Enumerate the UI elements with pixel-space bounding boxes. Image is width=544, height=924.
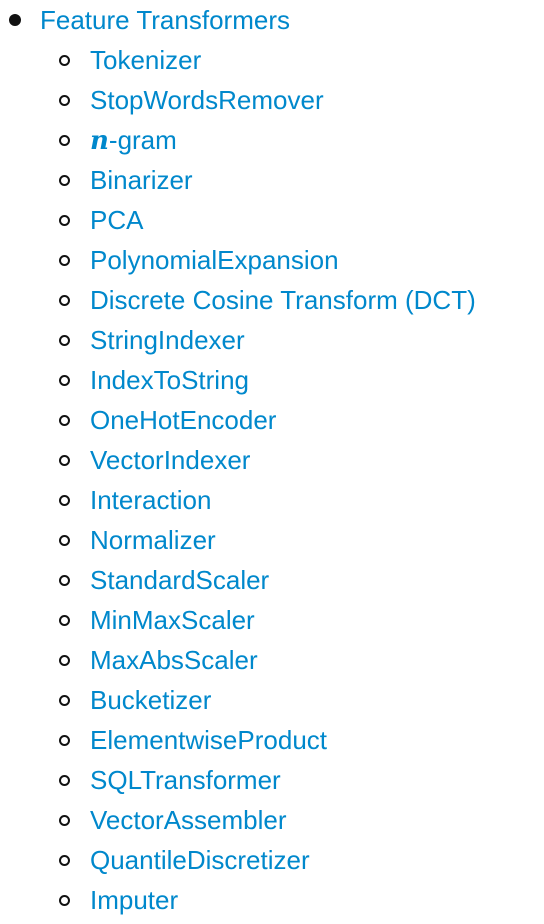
minmaxscaler-link[interactable]: MinMaxScaler xyxy=(90,605,255,635)
toc-subitem-polynomialexpansion: PolynomialExpansion xyxy=(0,240,544,280)
circle-bullet-icon xyxy=(59,855,70,866)
elementwiseproduct-link[interactable]: ElementwiseProduct xyxy=(90,725,327,755)
circle-bullet-icon xyxy=(59,655,70,666)
quantilediscretizer-link[interactable]: QuantileDiscretizer xyxy=(90,845,310,875)
circle-bullet-icon xyxy=(59,135,70,146)
circle-bullet-icon xyxy=(59,215,70,226)
indextostring-link[interactable]: IndexToString xyxy=(90,365,249,395)
circle-bullet-icon xyxy=(59,815,70,826)
normalizer-link[interactable]: Normalizer xyxy=(90,525,216,555)
toc-subitem-minmaxscaler: MinMaxScaler xyxy=(0,600,544,640)
interaction-link[interactable]: Interaction xyxy=(90,485,212,515)
toc-subitem-vectorassembler: VectorAssembler xyxy=(0,800,544,840)
toc-subitem-tokenizer: Tokenizer xyxy=(0,40,544,80)
circle-bullet-icon xyxy=(59,895,70,906)
onehotencoder-link[interactable]: OneHotEncoder xyxy=(90,405,277,435)
toc-subitem-vectorindexer: VectorIndexer xyxy=(0,440,544,480)
circle-bullet-icon xyxy=(59,575,70,586)
circle-bullet-icon xyxy=(59,775,70,786)
circle-bullet-icon xyxy=(59,415,70,426)
toc-subitem-quantilediscretizer: QuantileDiscretizer xyxy=(0,840,544,880)
binarizer-link[interactable]: Binarizer xyxy=(90,165,193,195)
toc-subitem-elementwiseproduct: ElementwiseProduct xyxy=(0,720,544,760)
discrete-cosine-transform-dct-link[interactable]: Discrete Cosine Transform (DCT) xyxy=(90,285,476,315)
circle-bullet-icon xyxy=(59,95,70,106)
circle-bullet-icon xyxy=(59,495,70,506)
toc-subitem-binarizer: Binarizer xyxy=(0,160,544,200)
circle-bullet-icon xyxy=(59,255,70,266)
circle-bullet-icon xyxy=(59,535,70,546)
toc-subitem-onehotencoder: OneHotEncoder xyxy=(0,400,544,440)
toc-subitem-interaction: Interaction xyxy=(0,480,544,520)
toc-subitem-bucketizer: Bucketizer xyxy=(0,680,544,720)
math-variable: n xyxy=(90,126,109,156)
circle-bullet-icon xyxy=(59,455,70,466)
toc-subitem-standardscaler: StandardScaler xyxy=(0,560,544,600)
bucketizer-link[interactable]: Bucketizer xyxy=(90,685,212,715)
link-suffix: -gram xyxy=(108,125,177,155)
stopwordsremover-link[interactable]: StopWordsRemover xyxy=(90,85,324,115)
circle-bullet-icon xyxy=(59,615,70,626)
toc-subitem-normalizer: Normalizer xyxy=(0,520,544,560)
stringindexer-link[interactable]: StringIndexer xyxy=(90,325,245,355)
toc-subitem-discrete-cosine-transform-dct: Discrete Cosine Transform (DCT) xyxy=(0,280,544,320)
tokenizer-link[interactable]: Tokenizer xyxy=(90,45,202,75)
pca-link[interactable]: PCA xyxy=(90,205,144,235)
toc-subitem-maxabsscaler: MaxAbsScaler xyxy=(0,640,544,680)
circle-bullet-icon xyxy=(59,55,70,66)
vectorindexer-link[interactable]: VectorIndexer xyxy=(90,445,251,475)
toc-subitem-n-gram: n-gram xyxy=(0,120,544,160)
standardscaler-link[interactable]: StandardScaler xyxy=(90,565,270,595)
circle-bullet-icon xyxy=(59,695,70,706)
maxabsscaler-link[interactable]: MaxAbsScaler xyxy=(90,645,258,675)
circle-bullet-icon xyxy=(59,735,70,746)
feature-transformers-link[interactable]: Feature Transformers xyxy=(40,5,290,35)
sqltransformer-link[interactable]: SQLTransformer xyxy=(90,765,281,795)
disc-bullet-icon xyxy=(9,14,21,26)
toc-subitem-stringindexer: StringIndexer xyxy=(0,320,544,360)
toc-subitem-indextostring: IndexToString xyxy=(0,360,544,400)
circle-bullet-icon xyxy=(59,335,70,346)
toc-subitem-stopwordsremover: StopWordsRemover xyxy=(0,80,544,120)
n-gram-link[interactable]: n-gram xyxy=(90,120,177,161)
toc-subitem-sqltransformer: SQLTransformer xyxy=(0,760,544,800)
imputer-link[interactable]: Imputer xyxy=(90,885,179,915)
polynomialexpansion-link[interactable]: PolynomialExpansion xyxy=(90,245,339,275)
circle-bullet-icon xyxy=(59,295,70,306)
vectorassembler-link[interactable]: VectorAssembler xyxy=(90,805,287,835)
toc-subitem-pca: PCA xyxy=(0,200,544,240)
feature-transformers-sublist: Tokenizer StopWordsRemover n-gram Binarizer… xyxy=(0,40,544,920)
circle-bullet-icon xyxy=(59,375,70,386)
toc-subitem-imputer: Imputer xyxy=(0,880,544,920)
toc-item-feature-transformers: Feature Transformers xyxy=(0,0,544,40)
circle-bullet-icon xyxy=(59,175,70,186)
